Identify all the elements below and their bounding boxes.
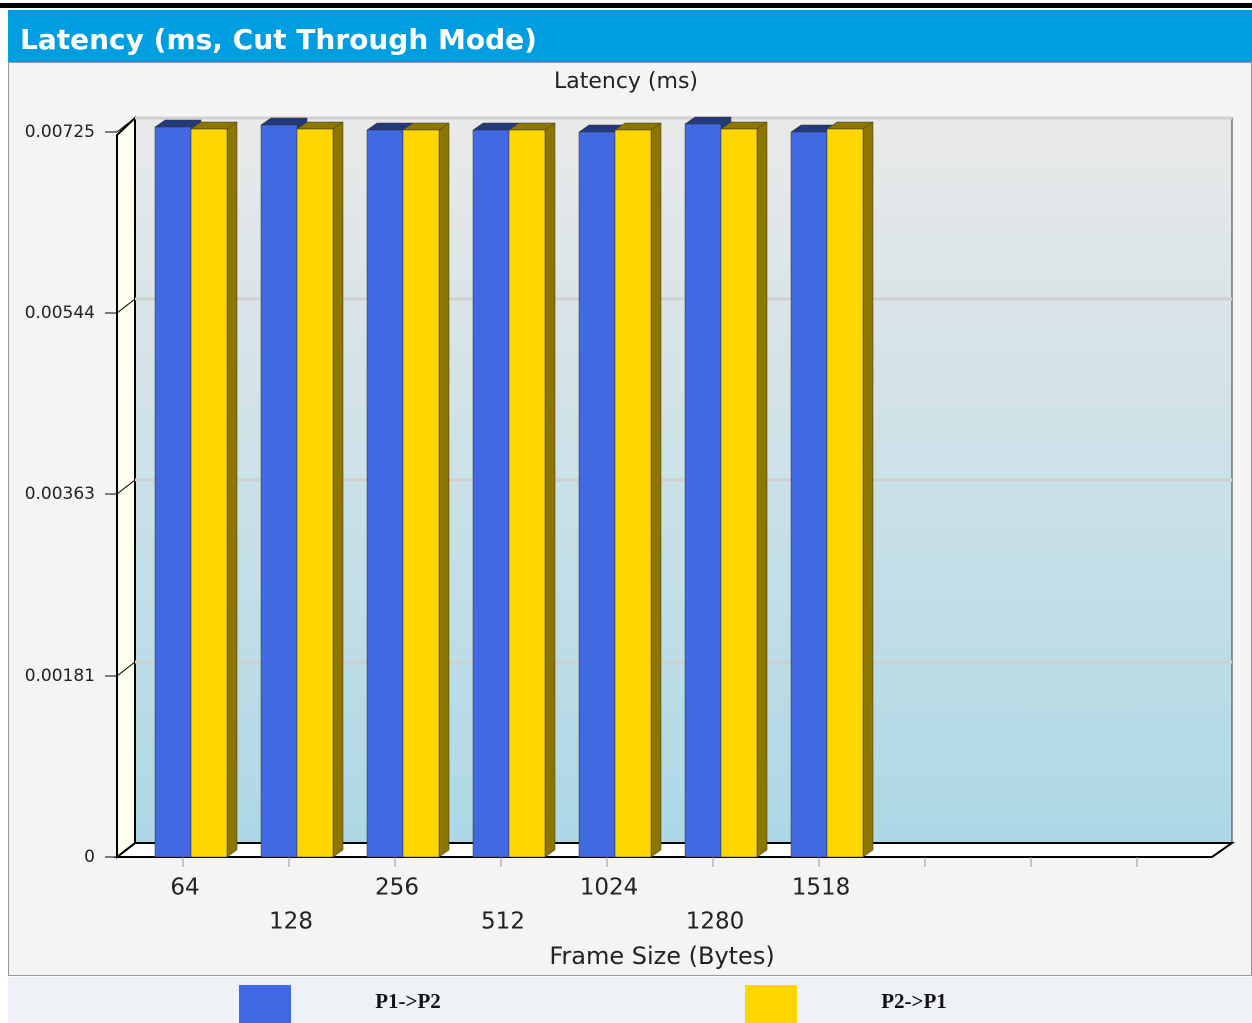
y-tick-label: 0.00725 — [25, 122, 95, 142]
bar-side — [862, 121, 874, 858]
bar — [154, 126, 192, 858]
y-tick-label: 0 — [84, 847, 95, 867]
x-axis-title: Frame Size (Bytes) — [549, 942, 774, 970]
bar-side — [756, 121, 768, 858]
bar — [296, 128, 334, 858]
bar — [790, 131, 828, 858]
legend-label: P2->P1 — [881, 989, 947, 1013]
bar — [684, 123, 722, 858]
grid-line — [116, 117, 136, 133]
bar — [614, 129, 652, 858]
grid-line — [116, 661, 136, 677]
x-tick-label: 1024 — [580, 875, 639, 901]
bar — [720, 128, 758, 858]
bar-side — [650, 122, 662, 858]
y-tick-label: 0.00544 — [25, 303, 95, 323]
bar-side — [332, 121, 344, 858]
x-tick-label: 512 — [481, 909, 525, 935]
top-rule — [0, 3, 1252, 8]
bar — [826, 128, 864, 858]
x-tick-label: 1518 — [792, 875, 851, 901]
bar-side — [226, 121, 238, 858]
bar — [472, 129, 510, 858]
x-tick-label: 1280 — [686, 909, 745, 935]
legend — [8, 977, 1252, 1023]
legend-swatch — [745, 985, 797, 1023]
bar — [402, 129, 440, 858]
header-title: Latency (ms, Cut Through Mode) — [20, 23, 537, 56]
grid-line — [116, 479, 136, 495]
bar — [508, 129, 546, 858]
bar-side — [544, 122, 556, 858]
bar — [366, 129, 404, 858]
x-tick-label: 128 — [269, 909, 313, 935]
bar — [190, 128, 228, 858]
bar — [578, 131, 616, 858]
bar — [260, 124, 298, 858]
legend-label: P1->P2 — [375, 989, 441, 1013]
legend-swatch — [239, 985, 291, 1023]
grid-line — [116, 298, 136, 314]
y-tick-label: 0.00181 — [25, 666, 95, 686]
y-tick-label: 0.00363 — [25, 484, 95, 504]
x-tick-label: 256 — [375, 875, 419, 901]
x-tick-label: 64 — [170, 875, 199, 901]
header-bar — [8, 10, 1252, 62]
bar-side — [438, 122, 450, 858]
chart-title: Latency (ms) — [554, 69, 698, 94]
